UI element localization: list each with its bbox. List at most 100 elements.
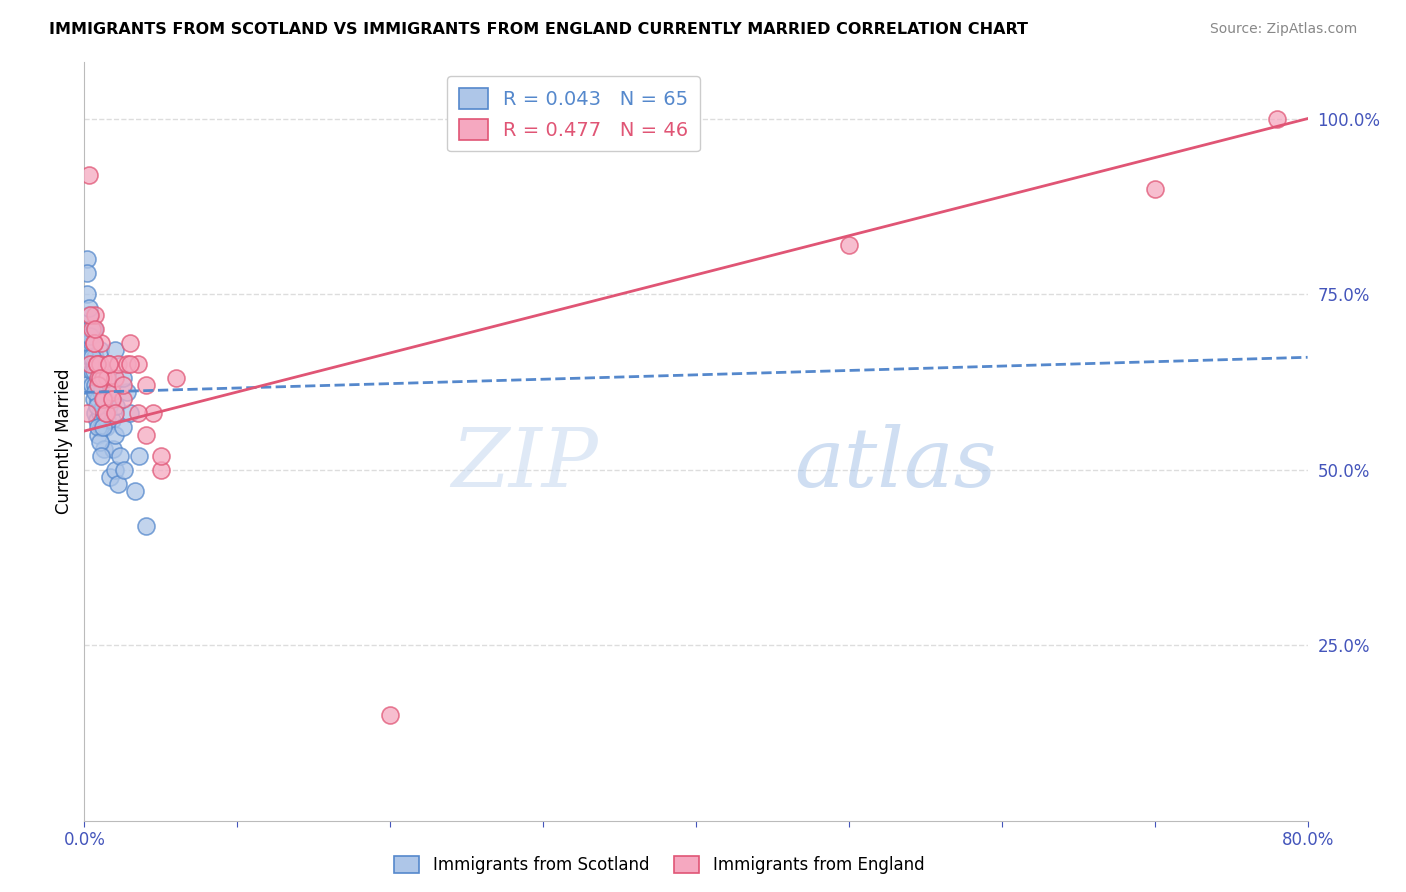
Point <box>111 371 134 385</box>
Point <box>84 322 107 336</box>
Point <box>120 407 142 421</box>
Point <box>83 392 105 407</box>
Point <box>380 708 402 723</box>
Point <box>80 378 103 392</box>
Y-axis label: Currently Married: Currently Married <box>55 368 73 515</box>
Point <box>128 449 150 463</box>
Point <box>838 238 860 252</box>
Point <box>149 449 172 463</box>
Point <box>76 407 98 421</box>
Legend: Immigrants from Scotland, Immigrants from England: Immigrants from Scotland, Immigrants fro… <box>388 849 931 880</box>
Point <box>111 378 134 392</box>
Point <box>75 378 97 392</box>
Point <box>87 392 110 407</box>
Point <box>83 336 105 351</box>
Point <box>89 371 111 385</box>
Point <box>87 371 110 385</box>
Point <box>96 413 118 427</box>
Point <box>93 442 115 456</box>
Point <box>93 392 115 407</box>
Point <box>93 392 115 407</box>
Point <box>80 322 103 336</box>
Point <box>87 427 110 442</box>
Point <box>111 392 134 407</box>
Point <box>87 420 110 434</box>
Point <box>91 371 114 385</box>
Point <box>89 407 111 421</box>
Point <box>80 336 103 351</box>
Point <box>91 392 114 407</box>
Point <box>89 434 111 449</box>
Point <box>104 427 127 442</box>
Point <box>135 518 157 533</box>
Point <box>96 371 118 385</box>
Point <box>83 336 105 351</box>
Point <box>1143 182 1166 196</box>
Point <box>77 336 100 351</box>
Point <box>83 364 105 378</box>
Point <box>86 385 108 400</box>
Point <box>77 168 100 182</box>
Point <box>115 357 138 371</box>
Point <box>96 385 118 400</box>
Point <box>142 407 165 421</box>
Point <box>79 322 101 336</box>
Point <box>86 357 108 371</box>
Point <box>79 329 101 343</box>
Point <box>93 407 115 421</box>
Point <box>96 371 118 385</box>
Point <box>97 357 120 371</box>
Point <box>84 378 107 392</box>
Point <box>86 357 108 371</box>
Point <box>89 371 111 385</box>
Text: IMMIGRANTS FROM SCOTLAND VS IMMIGRANTS FROM ENGLAND CURRENTLY MARRIED CORRELATIO: IMMIGRANTS FROM SCOTLAND VS IMMIGRANTS F… <box>49 22 1028 37</box>
Text: ZIP: ZIP <box>451 425 598 504</box>
Point <box>127 357 149 371</box>
Point <box>91 364 114 378</box>
Point <box>84 385 107 400</box>
Point <box>79 308 101 322</box>
Text: Source: ZipAtlas.com: Source: ZipAtlas.com <box>1209 22 1357 37</box>
Point <box>111 420 134 434</box>
Point <box>86 400 108 414</box>
Point <box>83 322 105 336</box>
Point <box>104 343 127 358</box>
Point <box>120 357 142 371</box>
Point <box>97 400 120 414</box>
Point <box>76 252 98 266</box>
Point <box>104 462 127 476</box>
Point <box>86 357 108 371</box>
Point <box>90 420 112 434</box>
Point <box>149 462 172 476</box>
Point <box>135 378 157 392</box>
Point <box>1265 112 1288 126</box>
Point <box>108 449 131 463</box>
Point <box>79 351 101 365</box>
Point <box>94 407 117 421</box>
Point <box>91 420 114 434</box>
Point <box>91 400 114 414</box>
Point <box>83 357 105 371</box>
Point <box>104 407 127 421</box>
Point <box>165 371 187 385</box>
Point <box>77 301 100 315</box>
Point <box>89 357 111 371</box>
Point <box>76 266 98 280</box>
Point <box>101 413 124 427</box>
Point <box>79 357 101 371</box>
Point <box>124 483 146 498</box>
Point <box>101 392 124 407</box>
Point <box>94 420 117 434</box>
Point <box>80 351 103 365</box>
Point <box>77 357 100 371</box>
Point <box>84 407 107 421</box>
Point <box>94 407 117 421</box>
Point <box>87 378 110 392</box>
Point <box>103 442 125 456</box>
Point <box>76 287 98 301</box>
Text: atlas: atlas <box>794 425 997 504</box>
Point <box>86 413 108 427</box>
Point <box>84 351 107 365</box>
Point <box>90 336 112 351</box>
Point <box>105 400 128 414</box>
